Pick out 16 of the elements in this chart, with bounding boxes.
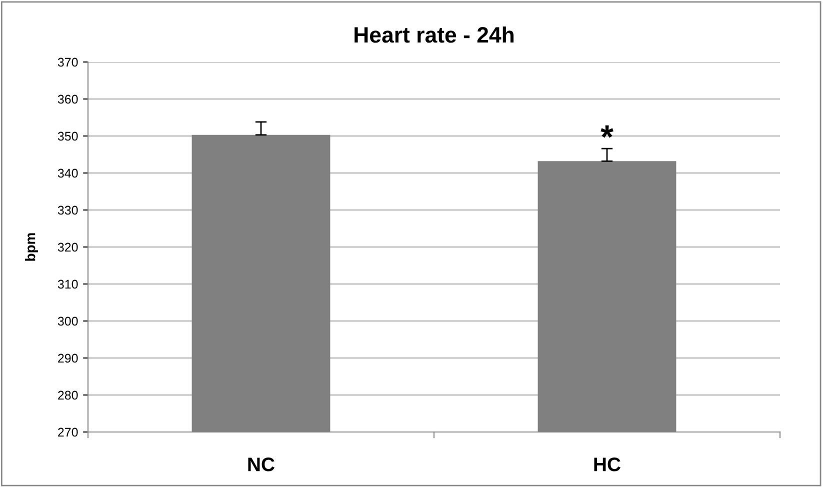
y-tick-label: 370 [58,58,78,67]
y-tick-label: 320 [58,242,78,252]
x-tick-label: NC [248,458,275,472]
annotation: * [600,125,614,138]
y-tick-label: 310 [58,280,78,289]
chart-title: Heart rate - 24h [354,26,514,43]
y-tick-label: 280 [58,390,78,400]
y-tick-label: 340 [58,168,78,178]
y-tick-label: 270 [58,428,78,437]
x-tick-label: HC [594,458,621,472]
y-tick-label: 300 [58,316,78,326]
y-tick-label: 350 [58,132,78,141]
y-axis-title: bpm [25,233,38,261]
y-tick-label: 290 [58,354,78,363]
y-tick-label: 360 [58,94,78,104]
y-tick-label: 330 [58,206,78,215]
